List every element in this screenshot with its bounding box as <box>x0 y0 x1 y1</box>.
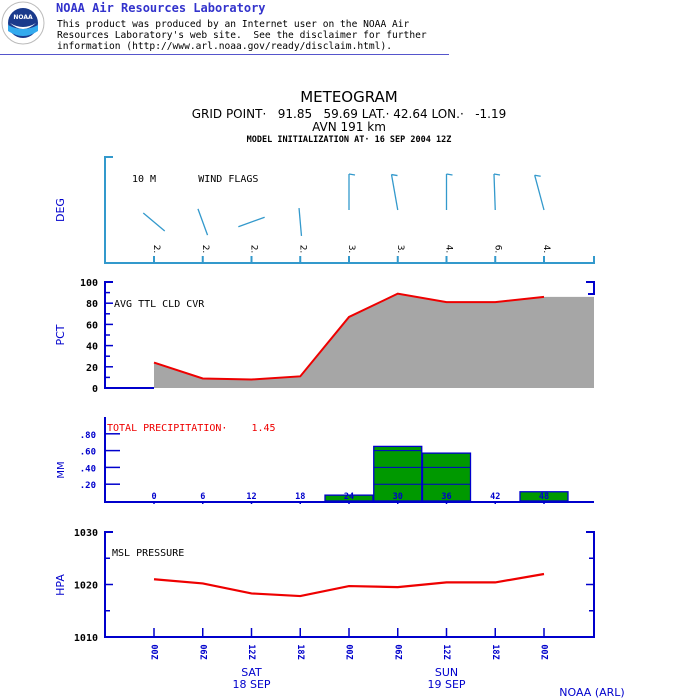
cloud-ytick-label: 100 <box>80 278 98 289</box>
pressure-ytick-label: 1010 <box>74 633 98 644</box>
cloud-ytick-label: 20 <box>86 363 98 374</box>
day-label: SUN <box>435 666 458 679</box>
precip-bar-label: 36 <box>441 492 451 502</box>
cloud-ytick-label: 40 <box>86 342 98 353</box>
wind-speed-label: 2. <box>200 245 210 254</box>
time-tick-label: 18Z <box>490 644 500 659</box>
lab-name: NOAA Air Resources Laboratory <box>56 1 266 15</box>
cloud-ytick-label: 80 <box>86 299 98 310</box>
precip-ytick-label: .40 <box>80 464 96 474</box>
wind-speed-label: 4. <box>541 245 551 254</box>
wind-speed-label: 4. <box>444 245 454 254</box>
wind-barb-flag <box>391 173 398 177</box>
pressure-line <box>153 572 545 598</box>
date-label: 19 SEP <box>427 678 465 691</box>
time-tick-label: 12Z <box>441 644 451 659</box>
cloud-line <box>153 292 545 381</box>
cloud-ytick-label: 0 <box>92 384 98 395</box>
wind-axis <box>104 156 595 264</box>
pressure-ytick-label: 1030 <box>74 528 98 539</box>
wind-speed-label: 2. <box>249 245 259 254</box>
cloud-axis <box>104 281 154 389</box>
wind-barb-flag <box>493 173 501 176</box>
wind-speed-label: 2. <box>297 245 307 254</box>
cloud-label: AVG TTL CLD CVR <box>114 299 205 310</box>
wind-ylabel: DEG <box>54 198 67 222</box>
precip-bar-label: 0 <box>151 492 156 502</box>
precip-bar-label: 24 <box>344 492 354 502</box>
disclaimer-line: This product was produced by an Internet… <box>57 19 410 30</box>
chart-title: METEOGRAM <box>300 88 398 106</box>
precip-axis <box>104 417 594 503</box>
precip-bar <box>421 452 472 502</box>
wind-label: 10 M WIND FLAGS <box>132 174 258 185</box>
date-label: 18 SEP <box>232 678 270 691</box>
time-tick-label: 18Z <box>295 644 305 659</box>
footer-credit: NOAA (ARL) <box>559 686 624 699</box>
time-tick-label: 12Z <box>246 644 256 659</box>
wind-barb-flag <box>446 173 453 176</box>
precip-bar-label: 18 <box>295 492 305 502</box>
precip-ytick-label: .20 <box>80 481 96 491</box>
wind-barb-flag <box>534 174 541 177</box>
noaa-logo: NOAA <box>1 1 45 45</box>
time-tick-label: 00Z <box>149 644 159 659</box>
pressure-label: MSL PRESSURE <box>112 548 184 559</box>
precip-ytick-label: .60 <box>80 448 96 458</box>
cloud-ylabel: PCT <box>54 324 67 345</box>
wind-barb-staff <box>298 207 303 237</box>
chart-subtitle: GRID POINT· 91.85 59.69 LAT.· 42.64 LON.… <box>192 107 507 121</box>
pressure-panel: 1010 1020 1030 HPA MSL PRESSURE <box>54 528 595 644</box>
wind-speed-label: 3. <box>395 245 405 254</box>
time-tick-label: 00Z <box>344 644 354 659</box>
precip-bar-label: 42 <box>490 492 500 502</box>
logo-text: NOAA <box>13 14 33 21</box>
header-divider <box>0 54 449 55</box>
precip-ylabel: MM <box>56 461 67 478</box>
wind-barb-staff <box>238 216 265 228</box>
disclaimer-line: Resources Laboratory's web site. See the… <box>57 30 427 41</box>
cloud-right-axis <box>586 281 595 295</box>
pressure-ytick-label: 1020 <box>74 581 98 592</box>
precip-label: TOTAL PRECIPITATION· 1.45 <box>107 423 276 434</box>
wind-panel: DEG 10 M WIND FLAGS 2. 2. 2. 2. 3. 3. 4. 6. 4. <box>54 156 595 264</box>
precip-ytick-label: .80 <box>80 431 96 441</box>
wind-speed-label: 2. <box>151 245 161 254</box>
time-tick-label: 06Z <box>392 644 402 659</box>
time-tick-label: 06Z <box>197 644 207 659</box>
wind-speed-label: 3. <box>346 245 356 254</box>
wind-speed-label: 6. <box>492 245 502 254</box>
disclaimer-line: information (http://www.arl.noaa.gov/rea… <box>57 41 393 52</box>
wind-barb-staff <box>197 208 209 236</box>
precip-bar-label: 12 <box>246 492 256 502</box>
wind-barb-staff <box>534 175 545 211</box>
wind-barb-staff <box>142 212 166 232</box>
cloud-area <box>154 293 594 388</box>
time-tick-label: 00Z <box>539 644 549 659</box>
chart-model: AVN 191 km <box>312 120 386 134</box>
cloud-ytick-label: 60 <box>86 320 98 331</box>
precip-bar-label: 48 <box>539 492 549 502</box>
day-label: SAT <box>241 666 262 679</box>
cloud-panel: 0 20 40 60 80 100 PCT AVG TTL CLD CVR <box>54 278 595 395</box>
disclaimer: This product was produced by an Internet… <box>57 19 427 52</box>
precip-bar <box>373 445 423 502</box>
precip-panel: .20 .40 .60 .80 0 6 12 18 24 30 36 42 48 MM TOTAL PREC… <box>56 417 594 504</box>
chart-init: MODEL INITIALIZATION AT· 16 SEP 2004 12Z <box>247 135 452 145</box>
wind-barb-staff <box>493 173 496 211</box>
precip-bar-label: 6 <box>200 492 205 502</box>
wind-barb-flag <box>348 173 356 176</box>
wind-barb-staff <box>390 174 399 211</box>
precip-bar-label: 30 <box>393 492 403 502</box>
pressure-ylabel: HPA <box>54 574 67 596</box>
